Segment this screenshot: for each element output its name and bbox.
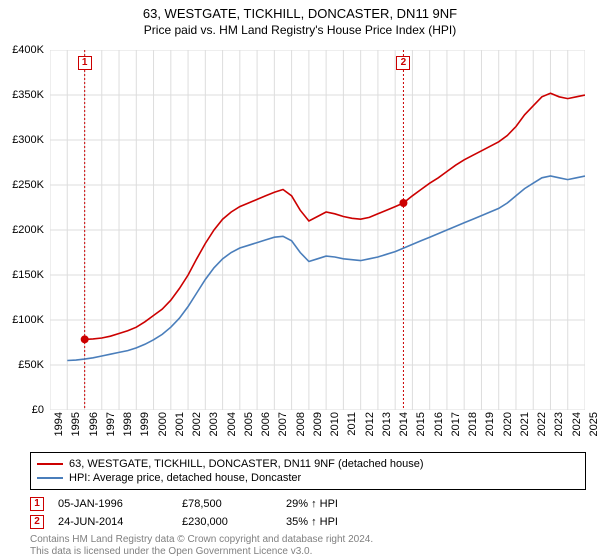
x-tick-label: 2014: [398, 412, 410, 436]
y-tick-label: £50K: [18, 359, 44, 371]
legend-swatch: [37, 477, 63, 479]
sale-row-price: £230,000: [182, 516, 272, 528]
x-tick-label: 2009: [312, 412, 324, 436]
x-tick-label: 2007: [277, 412, 289, 436]
legend-label: 63, WESTGATE, TICKHILL, DONCASTER, DN11 …: [69, 458, 424, 470]
x-tick-label: 1999: [139, 412, 151, 436]
legend-row: 63, WESTGATE, TICKHILL, DONCASTER, DN11 …: [37, 457, 579, 471]
x-tick-label: 2010: [329, 412, 341, 436]
x-axis: 1994 1995 1996 1997 1998 1999 2000 2001 2002 2003…: [50, 410, 585, 452]
x-tick-label: 2021: [519, 412, 531, 436]
x-tick-label: 2023: [553, 412, 565, 436]
sale-row-marker: 1: [30, 497, 44, 511]
grid: [50, 50, 585, 410]
y-tick-label: £200K: [12, 224, 44, 236]
sale-table: 1 05-JAN-1996 £78,500 29% ↑ HPI 2 24-JUN-2014…: [30, 495, 586, 531]
x-tick-label: 2015: [415, 412, 427, 436]
sale-row: 1 05-JAN-1996 £78,500 29% ↑ HPI: [30, 495, 586, 513]
x-tick-label: 2004: [226, 412, 238, 436]
footer-attribution: Contains HM Land Registry data © Crown c…: [30, 534, 373, 558]
x-tick-label: 2024: [571, 412, 583, 436]
footer-line-2: This data is licensed under the Open Gov…: [30, 546, 373, 558]
sale-row-marker: 2: [30, 515, 44, 529]
sale-row: 2 24-JUN-2014 £230,000 35% ↑ HPI: [30, 513, 586, 531]
x-tick-label: 2006: [260, 412, 272, 436]
legend-swatch: [37, 463, 63, 465]
x-tick-label: 2011: [346, 412, 358, 436]
chart-svg: [50, 50, 585, 410]
chart-area: £0£50K£100K£150K£200K£250K£300K£350K£400…: [50, 50, 585, 410]
legend: 63, WESTGATE, TICKHILL, DONCASTER, DN11 …: [30, 452, 586, 490]
x-tick-label: 2000: [157, 412, 169, 436]
page-title: 63, WESTGATE, TICKHILL, DONCASTER, DN11 …: [0, 0, 600, 21]
y-tick-label: £0: [32, 404, 44, 416]
y-tick-label: £100K: [12, 314, 44, 326]
sale-marker-dot: [81, 335, 89, 343]
y-tick-label: £150K: [12, 269, 44, 281]
y-tick-label: £400K: [12, 44, 44, 56]
sale-marker-dots: [81, 199, 408, 343]
x-tick-label: 2016: [433, 412, 445, 436]
y-tick-label: £300K: [12, 134, 44, 146]
footer-line-1: Contains HM Land Registry data © Crown c…: [30, 534, 373, 546]
x-tick-label: 2022: [536, 412, 548, 436]
legend-row: HPI: Average price, detached house, Donc…: [37, 471, 579, 485]
x-tick-label: 1996: [88, 412, 100, 436]
x-tick-label: 2012: [364, 412, 376, 436]
x-tick-label: 2019: [484, 412, 496, 436]
x-tick-label: 2013: [381, 412, 393, 436]
sale-row-diff: 35% ↑ HPI: [286, 516, 386, 528]
sale-row-diff: 29% ↑ HPI: [286, 498, 386, 510]
y-tick-label: £350K: [12, 89, 44, 101]
x-tick-label: 2003: [208, 412, 220, 436]
y-axis: £0£50K£100K£150K£200K£250K£300K£350K£400…: [0, 50, 48, 410]
sale-row-date: 24-JUN-2014: [58, 516, 168, 528]
x-tick-label: 1997: [105, 412, 117, 436]
x-tick-label: 2001: [174, 412, 186, 436]
sale-row-date: 05-JAN-1996: [58, 498, 168, 510]
x-tick-label: 2018: [467, 412, 479, 436]
x-tick-label: 1994: [53, 412, 65, 436]
x-tick-label: 1995: [70, 412, 82, 436]
sale-marker-box: 2: [396, 56, 410, 70]
x-tick-label: 2025: [588, 412, 600, 436]
y-tick-label: £250K: [12, 179, 44, 191]
sale-marker-dot: [399, 199, 407, 207]
page-subtitle: Price paid vs. HM Land Registry's House …: [0, 21, 600, 41]
sale-row-price: £78,500: [182, 498, 272, 510]
x-tick-label: 2008: [295, 412, 307, 436]
sale-marker-box: 1: [78, 56, 92, 70]
x-tick-label: 2002: [191, 412, 203, 436]
x-tick-label: 2017: [450, 412, 462, 436]
legend-label: HPI: Average price, detached house, Donc…: [69, 472, 301, 484]
x-tick-label: 1998: [122, 412, 134, 436]
x-tick-label: 2020: [502, 412, 514, 436]
x-tick-label: 2005: [243, 412, 255, 436]
series-line: [85, 93, 585, 339]
